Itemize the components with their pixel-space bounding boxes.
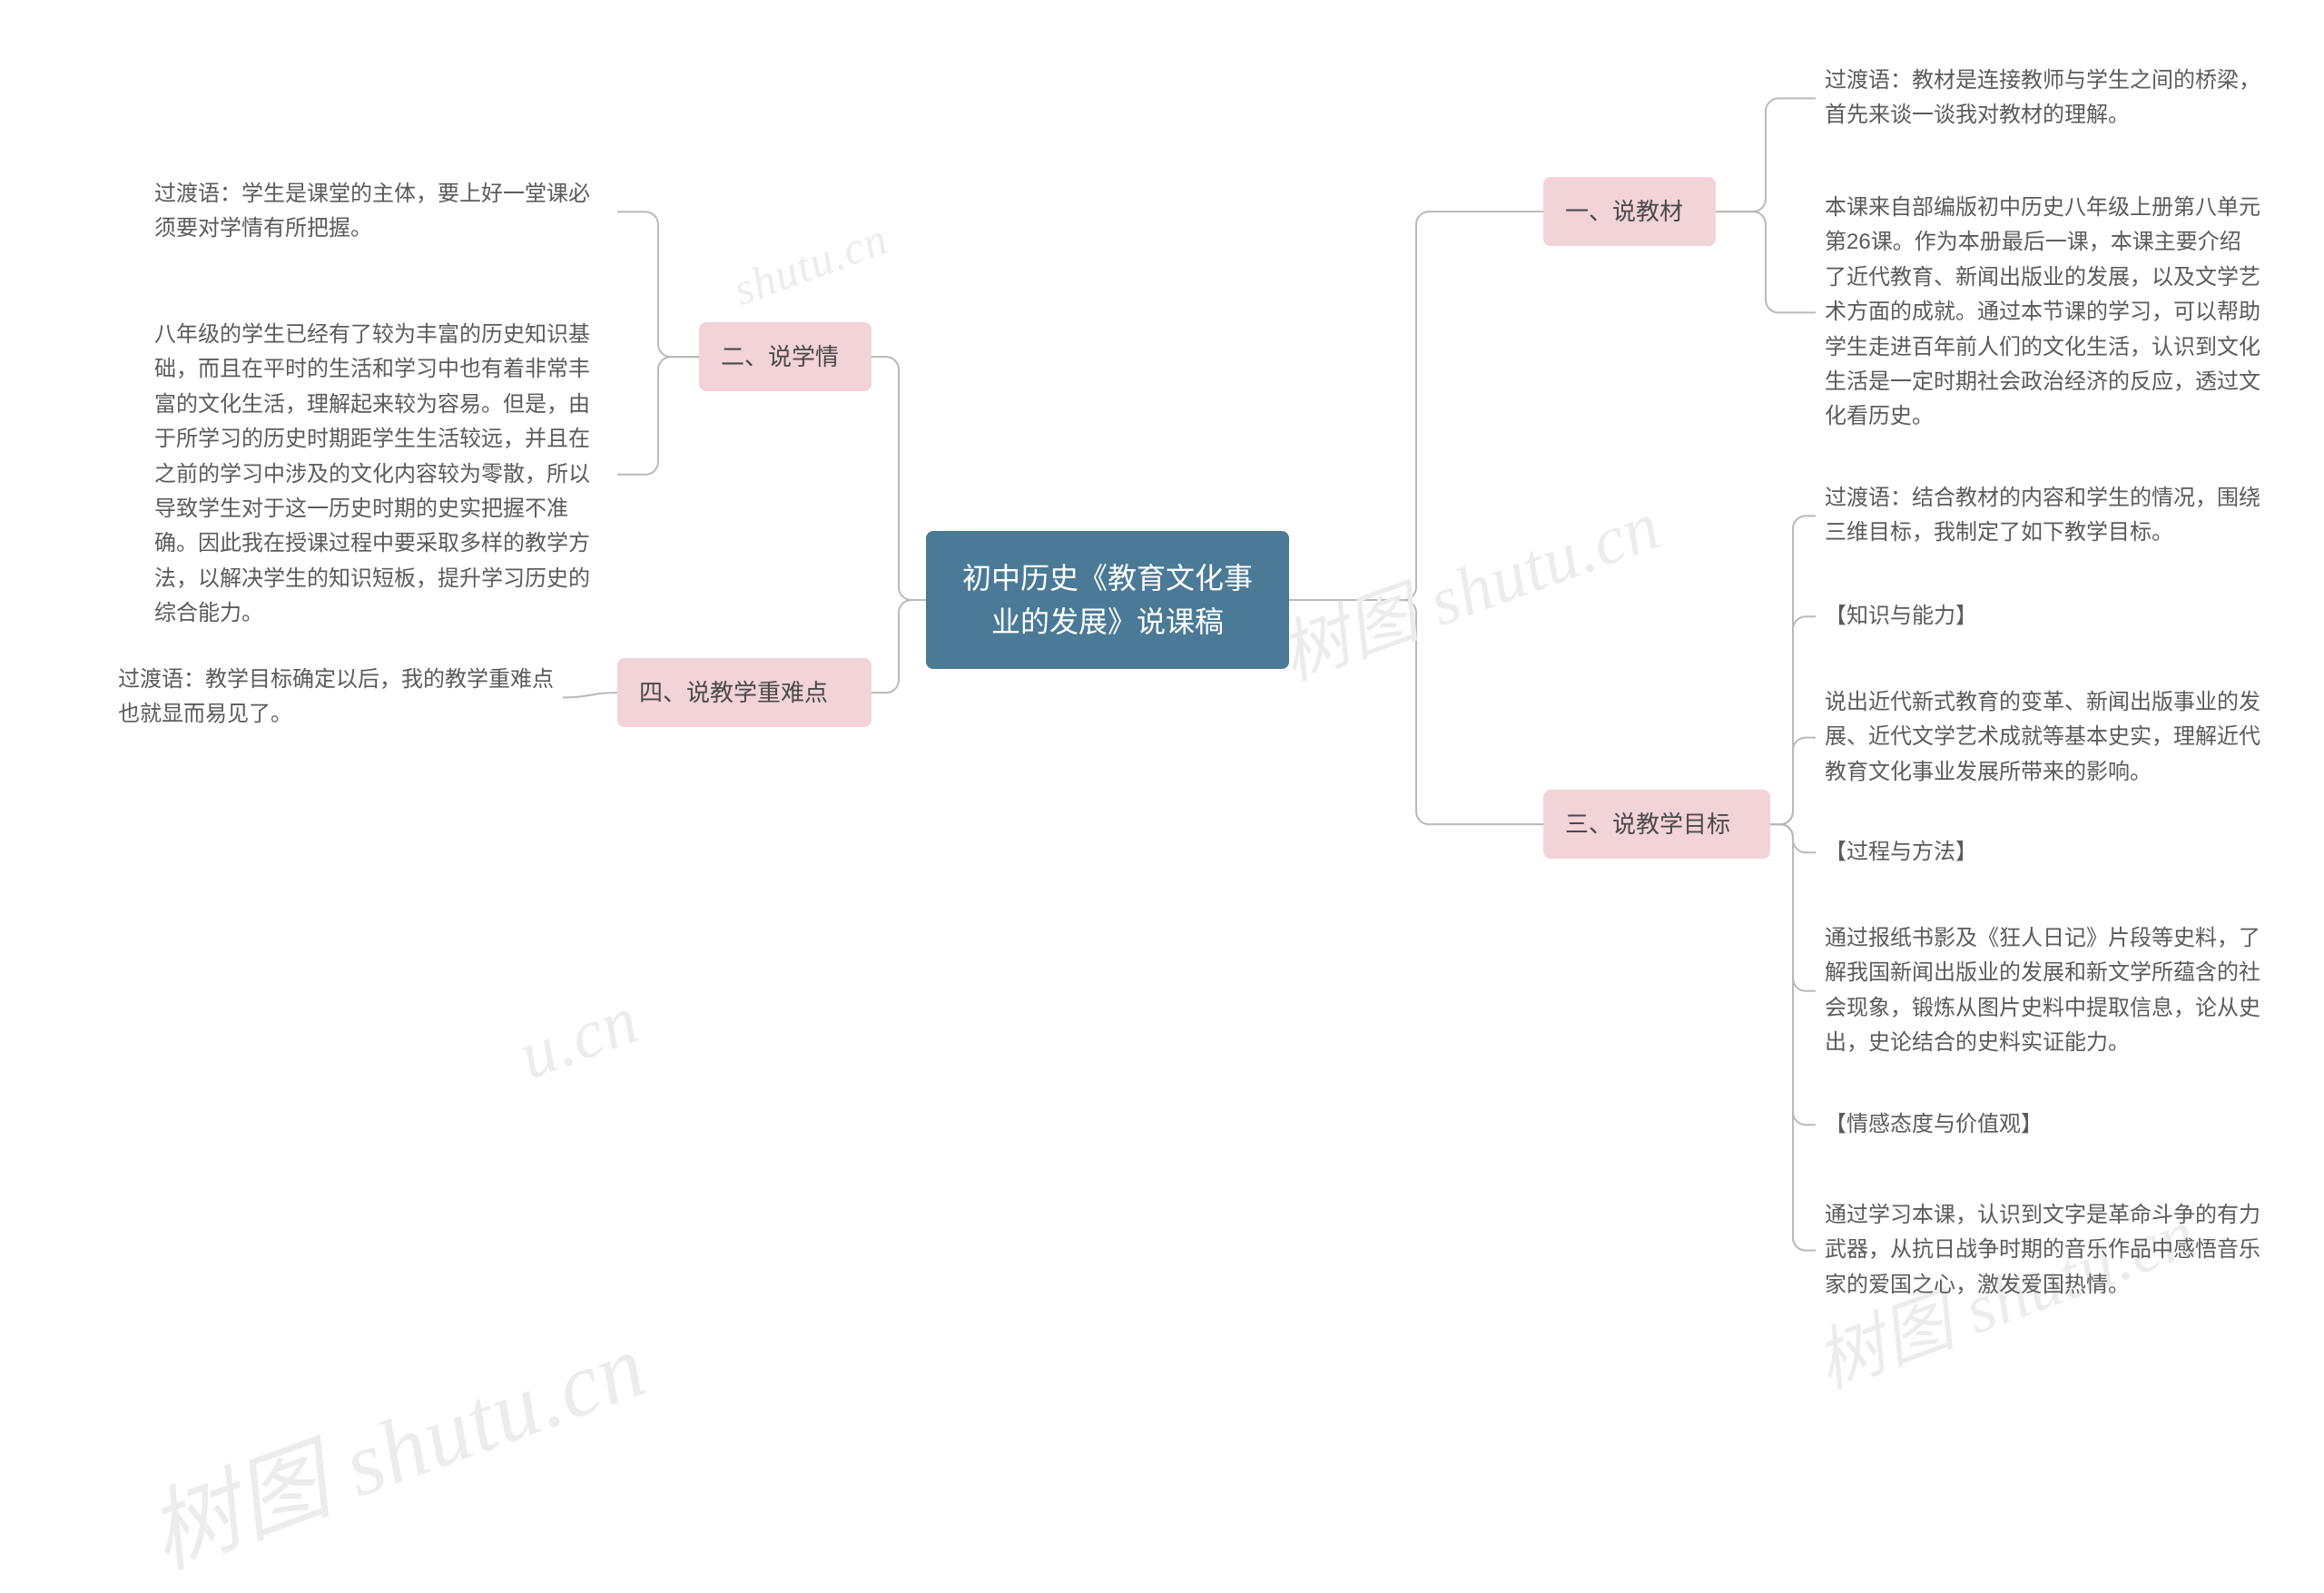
- leaf-b4-11: 过渡语：教学目标确定以后，我的教学重难点也就显而易见了。: [118, 663, 554, 733]
- leaf-b3-6: 通过报纸书影及《狂人日记》片段等史料，了解我国新闻出版业的发展和新文学所蕴含的社…: [1825, 921, 2260, 1061]
- connector: [1770, 824, 1816, 1125]
- leaf-b3-7: 【情感态度与价值观】: [1825, 1107, 2260, 1142]
- leaf-b1-1: 本课来自部编版初中历史八年级上册第八单元第26课。作为本册最后一课，本课主要介绍…: [1825, 191, 2260, 435]
- root-node[interactable]: 初中历史《教育文化事业的发展》说课稿: [926, 531, 1289, 669]
- connector: [563, 693, 617, 697]
- connector: [1770, 738, 1816, 825]
- branch-b2[interactable]: 二、说学情: [699, 322, 872, 391]
- leaf-b3-3: 【知识与能力】: [1825, 599, 2260, 634]
- connector: [1770, 616, 1816, 824]
- branch-b1[interactable]: 一、说教材: [1543, 177, 1716, 246]
- branch-b4[interactable]: 四、说教学重难点: [617, 658, 872, 727]
- branch-b3[interactable]: 三、说教学目标: [1543, 790, 1770, 859]
- leaf-b1-0: 过渡语：教材是连接教师与学生之间的桥梁，首先来谈一谈我对教材的理解。: [1825, 64, 2260, 133]
- leaf-b3-8: 通过学习本课，认识到文字是革命斗争的有力武器，从抗日战争时期的音乐作品中感悟音乐…: [1825, 1198, 2260, 1303]
- connector: [617, 357, 699, 475]
- connector: [617, 211, 699, 357]
- watermark-1: 树图 shutu.cn: [1264, 469, 1671, 699]
- leaf-b3-4: 说出近代新式教育的变革、新闻出版事业的发展、近代文学艺术成就等基本史实，理解近代…: [1825, 685, 2260, 790]
- leaf-b2-10: 八年级的学生已经有了较为丰富的历史知识基础，而且在平时的生活和学习中也有着非常丰…: [154, 318, 608, 632]
- connector: [1770, 516, 1816, 824]
- watermark-3: u.cn: [508, 980, 648, 1096]
- connector: [1770, 824, 1816, 1250]
- leaf-b2-9: 过渡语：学生是课堂的主体，要上好一堂课必须要对学情有所把握。: [154, 177, 608, 247]
- watermark-4: 树图 shutu.cn: [127, 1292, 660, 1593]
- connector: [1289, 211, 1543, 600]
- connector: [1716, 98, 1816, 211]
- connector: [1716, 211, 1816, 312]
- connector: [1289, 600, 1543, 824]
- leaf-b3-5: 【过程与方法】: [1825, 835, 2260, 870]
- connector: [1770, 824, 1816, 991]
- leaf-b3-2: 过渡语：结合教材的内容和学生的情况，围绕三维目标，我制定了如下教学目标。: [1825, 481, 2260, 551]
- connector: [872, 357, 926, 600]
- connector: [1770, 824, 1816, 852]
- mindmap-canvas: shutu.cn树图 shutu.cn树图 shutu.cnu.cn树图 shu…: [0, 0, 2324, 1500]
- watermark-0: shutu.cn: [726, 211, 894, 316]
- connector: [872, 600, 926, 693]
